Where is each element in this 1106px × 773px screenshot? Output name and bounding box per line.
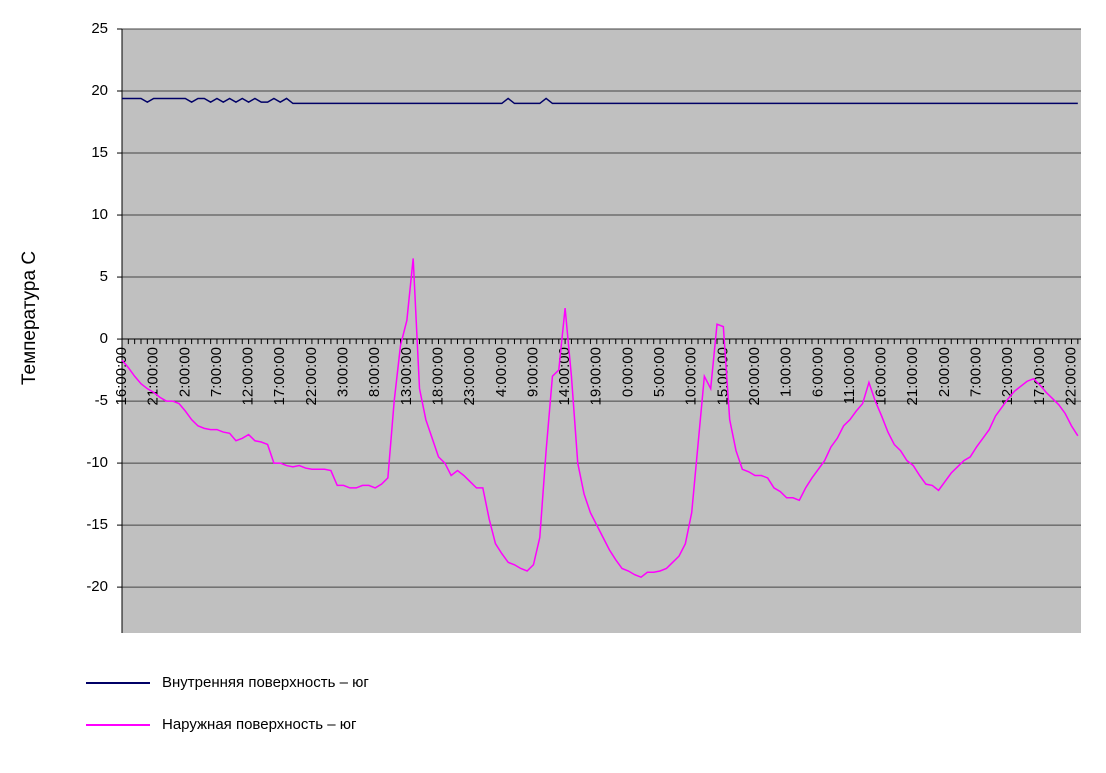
x-tick-label: 19:00:00: [588, 347, 605, 405]
y-tick-label: 10: [91, 206, 108, 223]
y-tick-label: 15: [91, 144, 108, 161]
x-tick-label: 16:00:00: [113, 347, 130, 405]
y-tick-label: 5: [100, 268, 108, 285]
x-tick-label: 2:00:00: [936, 347, 953, 397]
x-tick-label: 11:00:00: [841, 347, 858, 404]
x-tick-label: 22:00:00: [303, 347, 320, 405]
y-axis-label: Температура С: [19, 251, 40, 385]
y-tick-label: -20: [86, 578, 108, 595]
x-tick-label: 0:00:00: [619, 347, 636, 397]
x-tick-label: 23:00:00: [461, 347, 478, 405]
y-tick-label: 25: [91, 20, 108, 37]
x-tick-label: 16:00:00: [873, 347, 890, 405]
x-tick-label: 22:00:00: [1062, 347, 1079, 405]
x-tick-label: 14:00:00: [556, 347, 573, 405]
x-tick-label: 17:00:00: [271, 347, 288, 405]
legend-label: Наружная поверхность – юг: [162, 716, 357, 733]
x-tick-label: 20:00:00: [746, 347, 763, 405]
x-tick-label: 8:00:00: [366, 347, 383, 397]
x-tick-label: 18:00:00: [429, 347, 446, 405]
x-tick-label: 12:00:00: [999, 347, 1016, 405]
x-tick-label: 17:00:00: [1031, 347, 1048, 405]
x-tick-label: 9:00:00: [524, 347, 541, 397]
y-tick-label: -15: [86, 516, 108, 533]
series-line: [121, 258, 1079, 579]
x-tick-label: 1:00:00: [778, 347, 795, 397]
y-tick-label: 20: [91, 82, 108, 99]
legend-label: Внутренняя поверхность – юг: [162, 674, 369, 691]
x-tick-label: 13:00:00: [398, 347, 415, 405]
x-tick-label: 2:00:00: [176, 347, 193, 397]
x-tick-label: 7:00:00: [208, 347, 225, 397]
plot-area: [122, 29, 1081, 633]
x-tick-label: 10:00:00: [683, 347, 700, 405]
x-tick-label: 21:00:00: [904, 347, 921, 405]
y-tick-label: 0: [100, 330, 108, 347]
series-line: [122, 97, 1078, 105]
x-tick-label: 12:00:00: [240, 347, 257, 405]
x-tick-label: 3:00:00: [335, 347, 352, 397]
x-tick-label: 21:00:00: [145, 347, 162, 405]
y-tick-label: -10: [86, 454, 108, 471]
x-tick-label: 5:00:00: [651, 347, 668, 397]
y-tick-label: -5: [95, 392, 108, 409]
x-tick-label: 7:00:00: [968, 347, 985, 397]
x-tick-label: 4:00:00: [493, 347, 510, 397]
x-tick-label: 6:00:00: [809, 347, 826, 397]
